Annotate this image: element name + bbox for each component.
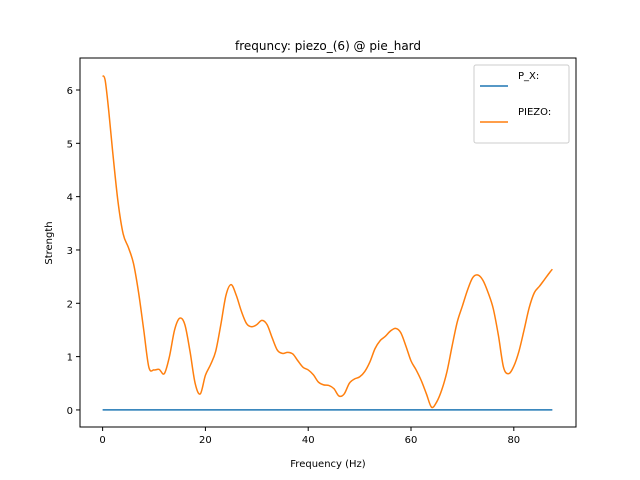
y-tick-label: 4 — [67, 193, 73, 204]
y-axis-label: Strength — [44, 221, 55, 264]
y-tick-label: 5 — [67, 139, 73, 150]
y-tick-label: 0 — [67, 406, 73, 417]
x-tick-label: 60 — [405, 435, 418, 446]
x-tick-label: 40 — [302, 435, 315, 446]
x-tick-label: 80 — [507, 435, 520, 446]
y-axis: 0 1 2 3 4 5 6 — [67, 86, 80, 417]
series-line-2 — [101, 75, 553, 409]
x-axis-label: Frequency (Hz) — [290, 459, 366, 470]
legend-box — [473, 64, 570, 144]
legend-label-2: PIEZO: — [518, 107, 551, 118]
plot-area — [101, 75, 553, 411]
y-tick-label: 1 — [67, 353, 73, 364]
legend: P_X: PIEZO: — [473, 64, 570, 144]
axes-frame — [79, 57, 577, 428]
y-tick-label: 6 — [67, 86, 73, 97]
x-tick-label: 0 — [99, 435, 105, 446]
legend-label-1: P_X: — [518, 71, 539, 82]
x-tick-label: 20 — [199, 435, 212, 446]
x-axis: 0 20 40 60 80 — [99, 427, 520, 446]
y-tick-label: 2 — [67, 299, 73, 310]
y-tick-label: 3 — [67, 246, 73, 257]
chart-title: frequncy: piezo_(6) @ pie_hard — [235, 39, 421, 53]
